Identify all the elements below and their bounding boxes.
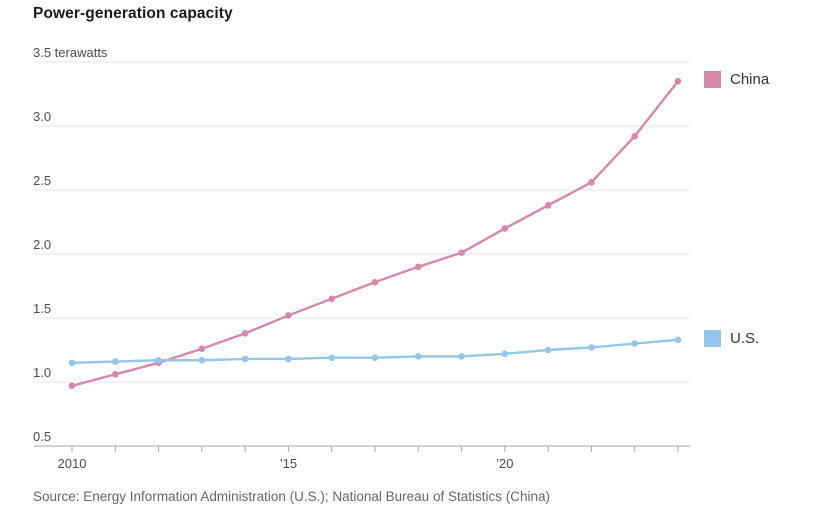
x-axis-label: ’15: [280, 456, 297, 471]
legend-item-china: China: [704, 71, 769, 88]
series-point-us: [241, 355, 249, 363]
series-point-china: [631, 132, 639, 140]
series-point-china: [241, 330, 249, 337]
y-axis-label: 3.0: [33, 109, 51, 124]
series-point-us: [371, 354, 379, 361]
us-legend-swatch: [704, 330, 721, 347]
series-point-us: [501, 350, 509, 358]
y-axis-label: 3.5 terawatts: [33, 45, 108, 60]
series-point-us: [631, 340, 639, 347]
series-point-china: [328, 295, 336, 303]
series-point-china: [198, 345, 206, 353]
series-point-us: [68, 359, 76, 367]
series-point-china: [544, 202, 552, 209]
y-axis-label: 1.0: [33, 365, 51, 380]
chart-title: Power-generation capacity: [33, 5, 233, 22]
x-axis-label: ’20: [496, 456, 513, 471]
series-point-us: [458, 353, 465, 360]
x-axis-label: 2010: [58, 456, 87, 471]
series-point-china: [68, 382, 76, 390]
series-point-us: [674, 336, 682, 344]
china-legend-label: China: [730, 71, 770, 88]
series-point-us: [544, 346, 552, 354]
series-point-us: [198, 356, 206, 364]
us-legend-label: U.S.: [730, 330, 760, 347]
y-axis-label: 2.0: [33, 237, 51, 252]
series-point-us: [588, 344, 595, 351]
series-line-china: [70, 79, 680, 388]
series-point-us: [111, 358, 119, 365]
y-axis-label: 2.5: [33, 173, 51, 188]
china-legend-swatch: [704, 71, 721, 88]
series-point-china: [414, 263, 422, 271]
series-point-china: [111, 371, 119, 378]
series-point-china: [674, 77, 682, 85]
legend-item-us: U.S.: [704, 330, 759, 347]
source-attribution: Source: Energy Information Administratio…: [33, 489, 550, 504]
series-point-china: [458, 249, 465, 257]
series-point-china: [501, 225, 509, 232]
y-axis-label: 0.5: [33, 429, 51, 444]
series-point-china: [285, 312, 292, 319]
series-point-us: [328, 354, 336, 361]
series-point-us: [414, 353, 422, 360]
series-point-us: [285, 355, 292, 363]
series-point-china: [588, 179, 595, 186]
y-axis-label: 1.5: [33, 301, 51, 316]
series-point-china: [371, 278, 379, 286]
series-point-us: [155, 356, 162, 364]
